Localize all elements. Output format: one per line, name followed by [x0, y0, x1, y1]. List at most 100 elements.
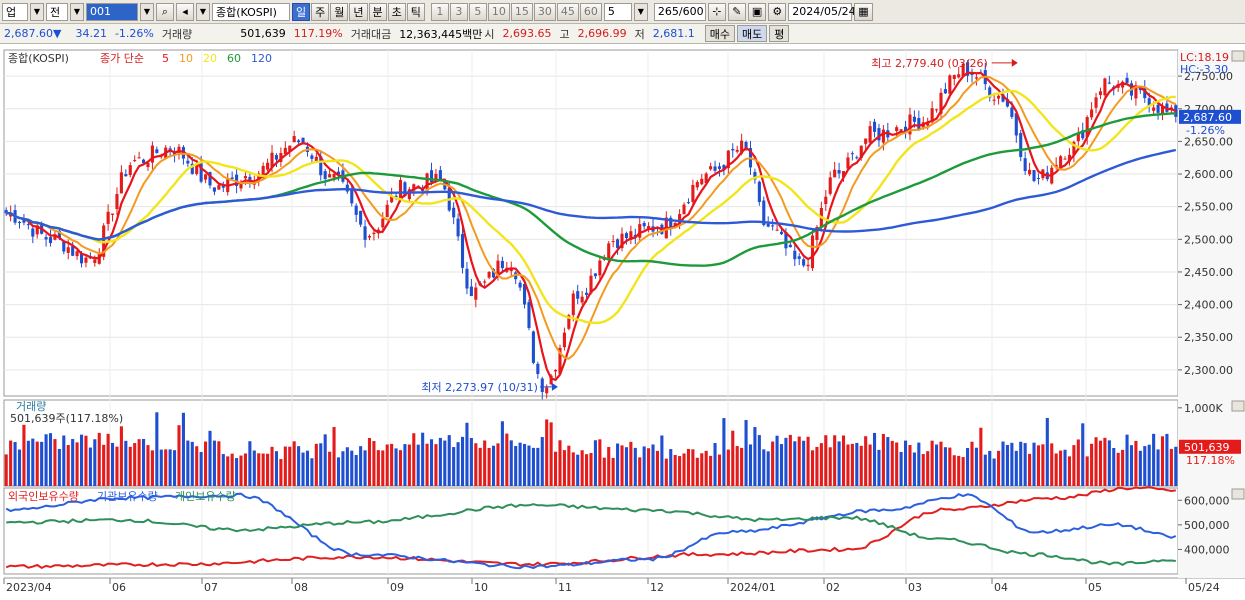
period-tab[interactable]: 주 [311, 2, 330, 21]
holdings-tick-label: 600,000 [1184, 494, 1230, 507]
volume-bar [186, 440, 190, 486]
chevron-down-icon[interactable]: ▼ [633, 2, 648, 21]
candle-body [536, 363, 540, 375]
volume-bar [53, 439, 57, 486]
candle-body [598, 260, 602, 276]
scroll-up-button[interactable] [1231, 50, 1245, 62]
volume-bar [629, 441, 633, 486]
prev-select[interactable]: 전 [46, 2, 68, 21]
candle-body [926, 122, 930, 126]
period-tab[interactable]: 분 [368, 2, 387, 21]
candle-body [784, 231, 788, 249]
volume-bar [500, 421, 504, 486]
candle-body [487, 271, 491, 278]
volume-bar [1085, 456, 1089, 486]
volume-bar [651, 444, 655, 486]
scroll-up-button[interactable] [1231, 488, 1245, 500]
volume-label: 거래량 [161, 27, 193, 41]
volume-bar [13, 442, 17, 486]
volume-bar [908, 445, 912, 486]
date-input[interactable]: 2024/05/24 [788, 2, 856, 21]
gear-icon[interactable]: ⚙ [768, 2, 787, 21]
period-tab[interactable]: 년 [349, 2, 368, 21]
volume-bar [142, 438, 146, 486]
sell-button[interactable]: 매도 [737, 25, 768, 42]
volume-bar [1107, 440, 1111, 486]
minute-tab[interactable]: 10 [487, 2, 510, 21]
candle-body [642, 222, 646, 227]
volume-bar [372, 441, 376, 486]
calendar-icon[interactable]: ▦ [854, 2, 873, 21]
volume-bar [624, 447, 628, 486]
volume-bar [864, 436, 868, 486]
minute-tab[interactable]: 1 [430, 2, 449, 21]
candle-body [53, 234, 57, 240]
chart-area[interactable]: 2,750.002,700.002,650.002,600.002,550.00… [0, 44, 1245, 600]
minute-tab[interactable]: 15 [510, 2, 533, 21]
volume-bar [305, 450, 310, 486]
minute-input[interactable]: 5 [603, 2, 632, 21]
volume-bar [1125, 434, 1129, 486]
minute-tab[interactable]: 60 [579, 2, 602, 21]
count-input[interactable]: 265/600 [653, 2, 706, 21]
candle-body [797, 256, 801, 259]
minute-tab[interactable]: 30 [533, 2, 556, 21]
candle-body [837, 170, 841, 174]
candle-body [576, 291, 580, 299]
x-tick-label: 07 [204, 581, 218, 594]
speaker-icon[interactable]: ◂ [176, 2, 194, 21]
period-tab[interactable]: 틱 [406, 2, 425, 21]
candle-body [1085, 117, 1089, 137]
buy-button[interactable]: 매수 [704, 25, 736, 42]
volume-bar [669, 449, 673, 486]
code-input[interactable]: 001 [86, 2, 138, 21]
high-annotation: 최고 2,779.40 (03/26) [871, 57, 988, 70]
period-tab[interactable]: 일 [292, 2, 311, 21]
candle-body [877, 128, 881, 141]
volume-bar [48, 433, 53, 486]
volume-bar [243, 453, 247, 486]
search-icon[interactable]: ⌕ [156, 2, 174, 21]
candle-body [137, 157, 141, 159]
period-tab[interactable]: 월 [330, 2, 349, 21]
volume-bar [57, 448, 61, 486]
candle-body [1001, 94, 1005, 102]
period-tab[interactable]: 초 [387, 2, 406, 21]
chevron-down-icon[interactable]: ▼ [70, 2, 84, 21]
chevron-down-icon[interactable]: ▼ [140, 2, 154, 21]
candle-body [895, 127, 899, 132]
candle-body [616, 239, 620, 249]
save-icon[interactable]: ▣ [747, 2, 767, 21]
candle-body [115, 194, 119, 210]
draw-tool-icon[interactable]: ✎ [727, 2, 746, 21]
candle-body [412, 184, 416, 191]
crosshair-icon[interactable]: ⊹ [707, 2, 726, 21]
volume-bar [425, 443, 429, 486]
minute-tab[interactable]: 5 [468, 2, 487, 21]
candle-body [908, 114, 912, 135]
volume-bar [17, 449, 22, 486]
market-select[interactable]: 업 [2, 2, 28, 21]
minute-tab[interactable]: 3 [449, 2, 468, 21]
candle-body [567, 315, 571, 329]
candle-body [407, 189, 411, 200]
volume-bar [576, 454, 580, 486]
candle-body [266, 162, 270, 170]
eval-button[interactable]: 평 [769, 25, 790, 42]
candle-body [35, 225, 39, 235]
volume-pct: 117.19% [293, 27, 343, 40]
volume-bar [722, 418, 726, 486]
price-tick-label: 2,350.00 [1184, 331, 1233, 344]
low-annotation: 최저 2,273.97 (10/31) [421, 381, 538, 394]
candle-body [740, 140, 744, 154]
chevron-down-icon[interactable]: ▼ [196, 2, 210, 21]
volume-bar [549, 422, 553, 486]
volume-bar [84, 435, 88, 486]
scroll-up-button[interactable] [1231, 400, 1245, 412]
candle-body [939, 92, 943, 114]
candle-body [57, 230, 61, 239]
minute-tab[interactable]: 45 [556, 2, 579, 21]
candle-body [1076, 133, 1080, 142]
chevron-down-icon[interactable]: ▼ [30, 2, 44, 21]
volume-bar [79, 434, 84, 486]
